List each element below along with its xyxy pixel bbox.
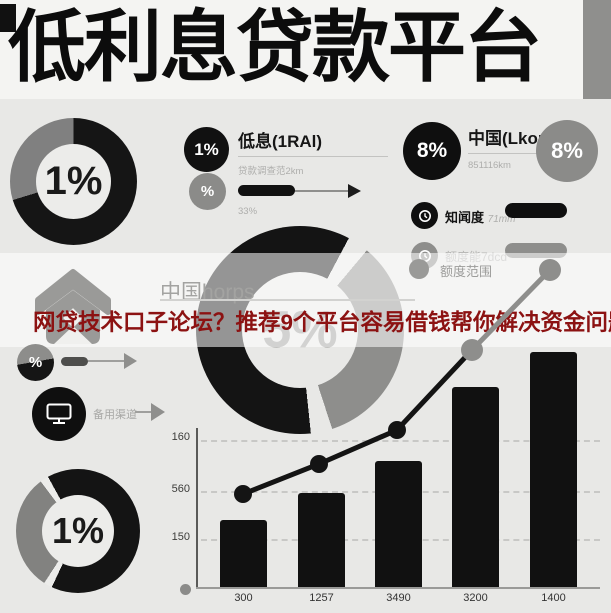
- bar: [220, 520, 267, 587]
- house-icon: [28, 264, 118, 350]
- donut-bottom-left-value: 1%: [51, 510, 105, 551]
- arrow-right-icon: [348, 184, 361, 198]
- percent-badge-top-value: %: [200, 183, 215, 200]
- china-card-subtitle: 851116km: [468, 160, 511, 171]
- percent-row-pill: [61, 357, 88, 366]
- monitor-bullet: [32, 387, 86, 441]
- y-tick-label: 560: [171, 483, 190, 495]
- arrow-right-icon: [124, 353, 137, 369]
- x-tick-label: 300: [234, 592, 253, 604]
- bar: [530, 352, 577, 587]
- percent-split-badge-value: %: [28, 354, 43, 371]
- x-tick-label: 3490: [386, 592, 411, 604]
- corner-mark: [0, 4, 16, 32]
- bar: [298, 493, 345, 587]
- progress-pill-dark: [238, 185, 295, 196]
- low-interest-note: 33%: [238, 206, 258, 217]
- low-interest-divider: [238, 156, 388, 157]
- row3-bullet: [409, 259, 429, 279]
- low-interest-title: 低息(1RAl): [238, 132, 323, 151]
- low-interest-subtitle: 贷款调查范2km: [238, 166, 304, 177]
- headline-text: 网贷技术口子论坛？推荐9个平台容易借钱帮你解决资金问题: [33, 310, 611, 335]
- channel-arrow-shaft: [135, 411, 153, 413]
- donut-chart-top-left: 1%: [10, 118, 137, 245]
- row1-bullet: [411, 202, 438, 229]
- row1-bar: [505, 203, 567, 218]
- row1-label: 知闻度 71mm: [445, 207, 515, 226]
- x-tick-label: 1257: [309, 592, 334, 604]
- x-tick-label: 3200: [463, 592, 488, 604]
- row1-label-suffix: 71mm: [487, 214, 516, 225]
- china-card-divider: [468, 153, 590, 154]
- page-title: 低利息贷款平台: [8, 3, 542, 91]
- monitor-icon: [46, 403, 72, 425]
- china-card-title: 中国(Lkoμ): [468, 129, 554, 148]
- bar: [375, 461, 422, 587]
- china-badge-dark: 8%: [403, 122, 461, 180]
- bar-chart-y-axis: [196, 428, 198, 588]
- arrow-right-icon: [151, 403, 165, 421]
- clock-icon: [418, 209, 432, 223]
- donut-top-left-value: 1%: [44, 159, 103, 203]
- title-band: [0, 0, 611, 99]
- china-badge-gray-value: 8%: [551, 138, 583, 163]
- arrow-shaft: [295, 190, 348, 192]
- right-edge-strip: [583, 0, 611, 99]
- bar-chart-baseline: [196, 587, 600, 589]
- donut-chart-bottom-left: 1%: [16, 469, 140, 593]
- percent-badge-top: %: [189, 173, 226, 210]
- low-interest-badge: 1%: [184, 127, 229, 172]
- row1-label-text: 知闻度: [445, 210, 485, 225]
- y-tick-label: 160: [171, 431, 190, 443]
- percent-split-badge: %: [17, 344, 54, 381]
- channel-label: 备用渠道: [93, 409, 137, 421]
- x-tick-label: 1400: [541, 592, 566, 604]
- percent-row-arrow-shaft: [88, 360, 126, 362]
- row3-label: 额度范围: [440, 264, 493, 279]
- low-interest-badge-value: 1%: [194, 139, 219, 159]
- axis-origin-dot: [180, 584, 191, 595]
- china-badge-dark-value: 8%: [416, 139, 448, 162]
- y-tick-label: 150: [171, 531, 190, 543]
- china-badge-gray: 8%: [536, 120, 598, 182]
- brand-text: 中国horps: [160, 281, 255, 304]
- brand-divider: [160, 299, 415, 301]
- bar: [452, 387, 499, 587]
